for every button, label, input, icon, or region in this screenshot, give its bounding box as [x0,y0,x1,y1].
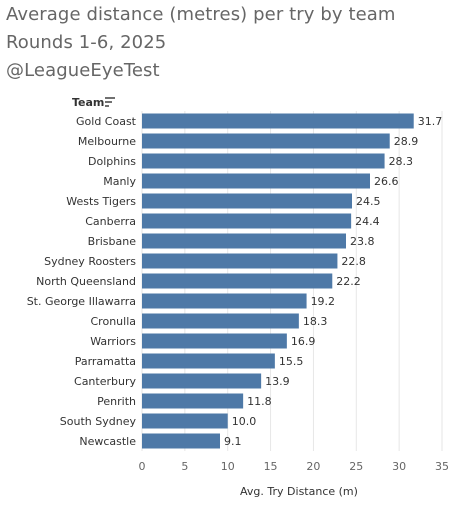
value-label: 18.3 [303,315,328,328]
x-axis-title: Avg. Try Distance (m) [240,485,358,498]
bar[interactable] [142,253,338,269]
value-label: 16.9 [291,335,316,348]
bar[interactable] [142,333,287,349]
x-tick-label: 25 [349,460,363,473]
bar[interactable] [142,233,346,249]
value-label: 19.2 [311,295,336,308]
team-label: North Queensland [36,275,136,288]
team-labels: Gold Coast Melbourne Dolphins Manly Wests Ti… [27,115,137,448]
value-label: 22.8 [341,255,366,268]
x-tick-label: 30 [392,460,406,473]
team-label: Parramatta [75,355,136,368]
team-label: Newcastle [79,435,136,448]
value-label: 22.2 [336,275,361,288]
chart-author-handle: @LeagueEyeTest [6,60,160,81]
row-header[interactable]: Team [72,96,115,109]
team-label: Melbourne [78,135,136,148]
x-tick-label: 10 [221,460,235,473]
value-label: 31.7 [418,115,443,128]
value-label: 15.5 [279,355,304,368]
bar[interactable] [142,293,307,309]
bar[interactable] [142,373,262,389]
chart-subtitle: Rounds 1-6, 2025 [6,32,167,53]
team-label: Penrith [97,395,136,408]
value-label: 24.4 [355,215,380,228]
bar[interactable] [142,153,385,169]
value-label: 9.1 [224,435,242,448]
team-label: South Sydney [60,415,137,428]
x-tick-label: 20 [306,460,320,473]
bar[interactable] [142,173,370,189]
bar[interactable] [142,133,390,149]
value-label: 24.5 [356,195,381,208]
team-label: Warriors [90,335,136,348]
chart-title: Average distance (metres) per try by tea… [6,4,396,25]
value-labels: 31.7 28.9 28.3 26.6 24.5 24.4 23.8 22.8 22.219.2… [224,115,442,448]
value-label: 23.8 [350,235,375,248]
bar[interactable] [142,433,220,449]
bar[interactable] [142,313,299,329]
bar[interactable] [142,193,352,209]
value-label: 13.9 [265,375,290,388]
team-label: Brisbane [88,235,137,248]
team-label: Canterbury [74,375,136,388]
bar[interactable] [142,273,333,289]
row-header-label[interactable]: Team [72,96,104,109]
team-label: Manly [103,175,136,188]
team-label: Cronulla [91,315,137,328]
bar[interactable] [142,213,352,229]
bar[interactable] [142,413,228,429]
team-label: Dolphins [88,155,136,168]
value-label: 28.3 [389,155,414,168]
x-tick-label: 15 [264,460,278,473]
team-label: Gold Coast [76,115,137,128]
bars [142,113,414,449]
team-label: Wests Tigers [66,195,136,208]
team-label: Canberra [85,215,136,228]
team-label: Sydney Roosters [44,255,136,268]
value-label: 10.0 [232,415,257,428]
bar[interactable] [142,393,244,409]
sort-descending-icon[interactable] [105,97,115,107]
x-tick-label: 0 [139,460,146,473]
team-label: St. George Illawarra [27,295,136,308]
value-label: 11.8 [247,395,272,408]
value-label: 26.6 [374,175,399,188]
x-tick-label: 5 [181,460,188,473]
value-label: 28.9 [394,135,419,148]
x-axis-ticks: 0 5 10 15 20 25 30 35 [139,460,450,473]
bar[interactable] [142,353,275,369]
bar[interactable] [142,113,414,129]
x-tick-label: 35 [435,460,449,473]
